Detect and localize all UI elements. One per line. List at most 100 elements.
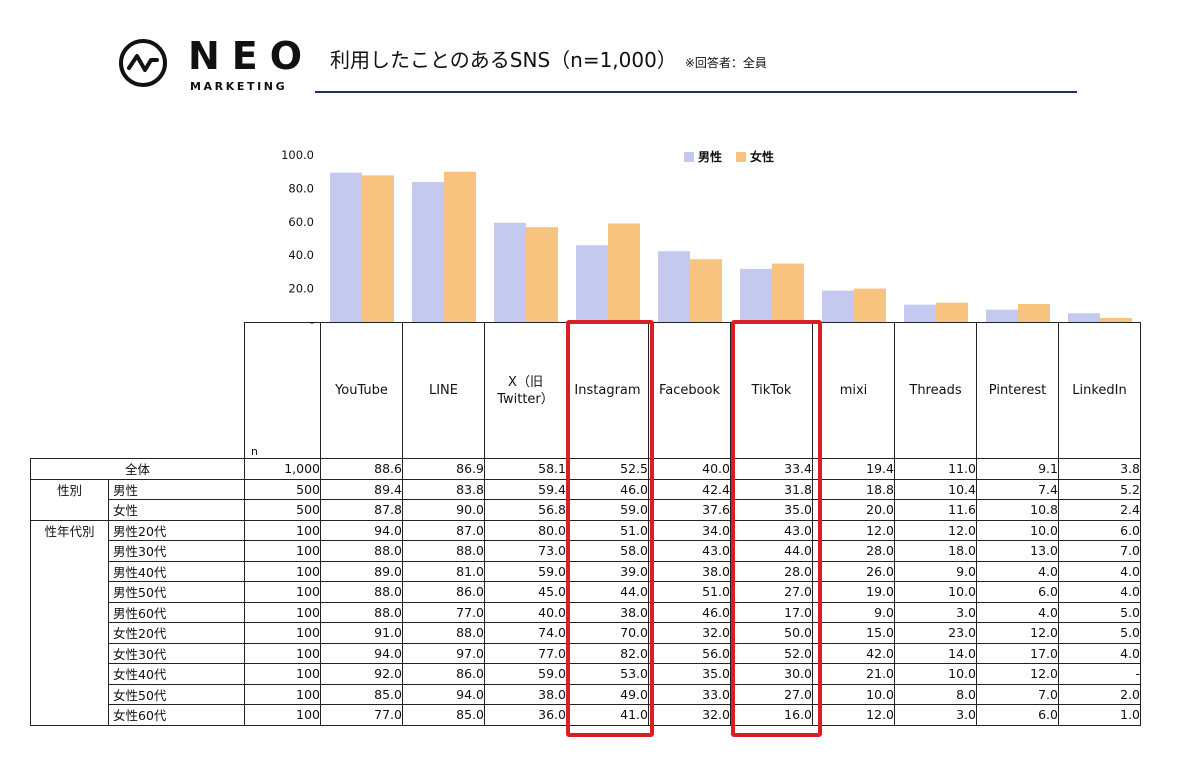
bar-female (690, 259, 722, 322)
n-cell: 100 (244, 663, 321, 685)
value-cell: 51.0 (648, 581, 731, 603)
value-cell: 87.0 (402, 519, 485, 541)
value-cell: 16.0 (730, 704, 813, 726)
value-cell: 21.0 (812, 663, 895, 685)
value-cell: 3.0 (894, 704, 977, 726)
value-cell: 94.0 (402, 683, 485, 705)
neo-marketing-logo: NEO MARKETING (118, 36, 302, 96)
value-cell: 11.6 (894, 499, 977, 521)
value-cell: 59.0 (566, 499, 649, 521)
table-row: 男性50代 100 88.0 86.0 45.0 44.0 51.0 27.0 19.0 10.0… (31, 581, 1141, 603)
y-tick-label: 40.0 (288, 248, 314, 262)
platform-header-cell: Instagram (566, 322, 649, 459)
value-cell: 4.0 (1058, 581, 1141, 603)
bar-male (822, 290, 854, 322)
value-cell: 13.0 (976, 540, 1059, 562)
row-group-label: 性年代別 (30, 519, 109, 726)
table-row: 女性 500 87.8 90.0 56.8 59.0 37.6 35.0 20.0 11.6 10.… (31, 499, 1141, 521)
row-label: 女性40代 (108, 663, 245, 685)
value-cell: 88.0 (402, 622, 485, 644)
platform-name: TikTok (751, 383, 792, 398)
n-cell: 100 (244, 642, 321, 664)
bar-male (330, 172, 362, 322)
value-cell: 35.0 (730, 499, 813, 521)
bar-male (494, 222, 526, 322)
value-cell: 23.0 (894, 622, 977, 644)
value-cell: 56.8 (484, 499, 567, 521)
value-cell: 5.0 (1058, 622, 1141, 644)
bar-female (444, 171, 476, 322)
n-cell: 500 (244, 499, 321, 521)
value-cell: 46.0 (648, 601, 731, 623)
value-cell: 45.0 (484, 581, 567, 603)
value-cell: 10.8 (976, 499, 1059, 521)
value-cell: 6.0 (976, 704, 1059, 726)
value-cell: 2.0 (1058, 683, 1141, 705)
n-cell: 100 (244, 601, 321, 623)
y-tick-label: 80.0 (288, 181, 314, 195)
title-text: 利用したことのあるSNS（n=1,000） (330, 48, 677, 72)
value-cell: 32.0 (648, 622, 731, 644)
highlight-box-instagram (566, 320, 654, 737)
value-cell: 59.0 (484, 663, 567, 685)
value-cell: 4.0 (976, 601, 1059, 623)
n-cell: 100 (244, 622, 321, 644)
value-cell: 89.4 (320, 478, 403, 500)
logo-subtitle: MARKETING (190, 80, 288, 93)
value-cell: 33.0 (648, 683, 731, 705)
value-cell: 17.0 (730, 601, 813, 623)
row-group-label: 性別 (30, 478, 109, 521)
legend-item-male: 男性 (684, 148, 722, 165)
value-cell: 10.0 (976, 519, 1059, 541)
value-cell: 10.0 (812, 683, 895, 705)
value-cell: 3.8 (1058, 458, 1141, 480)
value-cell: 37.6 (648, 499, 731, 521)
n-cell: 500 (244, 478, 321, 500)
platform-name: Instagram (574, 383, 641, 398)
chart-legend: 男性 女性 (684, 148, 774, 165)
value-cell: 91.0 (320, 622, 403, 644)
value-cell: 12.0 (976, 663, 1059, 685)
n-cell: 100 (244, 560, 321, 582)
value-cell: 9.0 (812, 601, 895, 623)
n-column-header: n (244, 322, 321, 459)
value-cell: 18.8 (812, 478, 895, 500)
row-label: 女性60代 (108, 704, 245, 726)
y-tick-label: 100.0 (281, 148, 314, 162)
value-cell: 12.0 (812, 519, 895, 541)
header-blank-cell (109, 323, 245, 459)
legend-label-female: 女性 (750, 150, 775, 164)
platform-name: Facebook (658, 383, 721, 398)
platform-name: X（旧 (508, 374, 543, 390)
data-table: n YouTube LINE X（旧 Twitter） Instagram Facebook… (30, 322, 1141, 726)
value-cell: 12.0 (976, 622, 1059, 644)
platform-header-cell: LinkedIn (1058, 322, 1141, 459)
legend-swatch-female (736, 151, 747, 162)
value-cell: 6.0 (976, 581, 1059, 603)
bar-female (608, 223, 640, 322)
value-cell: 53.0 (566, 663, 649, 685)
highlight-box-tiktok (731, 320, 822, 737)
value-cell: 88.0 (402, 540, 485, 562)
bar-male (576, 245, 608, 322)
value-cell: 10.0 (894, 581, 977, 603)
value-cell: 15.0 (812, 622, 895, 644)
legend-item-female: 女性 (736, 148, 774, 165)
bar-female (1100, 317, 1132, 322)
platform-name: LINE (428, 383, 458, 398)
row-label: 男性20代 (108, 519, 245, 541)
value-cell: 77.0 (484, 642, 567, 664)
value-cell: 88.6 (320, 458, 403, 480)
row-label: 女性50代 (108, 683, 245, 705)
page-title: 利用したことのあるSNS（n=1,000） ※回答者：全員 (330, 44, 767, 73)
bar-female (936, 302, 968, 322)
row-label: 男性 (108, 478, 245, 500)
bar-male (412, 182, 444, 322)
platform-name: Pinterest (988, 383, 1047, 398)
platform-header-cell: mixi (812, 322, 895, 459)
value-cell: 85.0 (402, 704, 485, 726)
bar-male (986, 309, 1018, 322)
value-cell: 3.0 (894, 601, 977, 623)
value-cell: 28.0 (812, 540, 895, 562)
platform-header-cell: X（旧 Twitter） (484, 322, 567, 459)
